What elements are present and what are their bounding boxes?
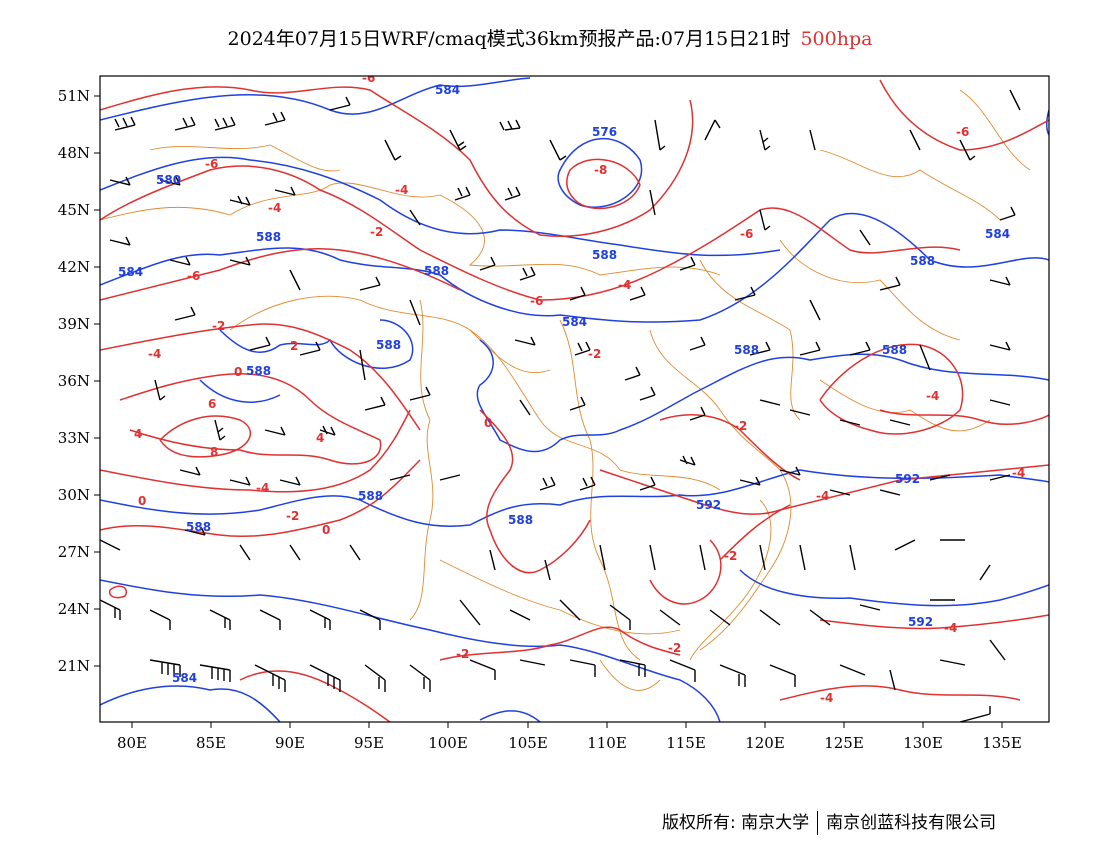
- lon-tick-label: 125E: [824, 734, 864, 752]
- temperature-contours: [100, 79, 1049, 722]
- boundary-lines: [100, 89, 1031, 691]
- height-contour-labels: 584 576 580 588 588 584 588 588 584 588 …: [118, 83, 1010, 685]
- axis-ticks: [94, 95, 1003, 728]
- temperature-label: -2: [724, 549, 737, 563]
- height-label: 588: [358, 489, 383, 503]
- temperature-label: -2: [370, 225, 383, 239]
- temperature-label: -4: [268, 201, 281, 215]
- longitude-axis: 80E 85E 90E 95E 100E 105E 110E 115E 120E…: [117, 734, 1022, 752]
- temperature-label: 0: [322, 523, 330, 537]
- temperature-label: 4: [316, 431, 324, 445]
- height-label: 588: [592, 248, 617, 262]
- lon-tick-label: 105E: [508, 734, 548, 752]
- temperature-label: -2: [212, 319, 225, 333]
- height-label: 588: [256, 230, 281, 244]
- lat-tick-label: 33N: [58, 429, 90, 447]
- map-frame: [99, 75, 1050, 723]
- temperature-label: -8: [594, 163, 607, 177]
- temperature-label: -4: [944, 621, 957, 635]
- lon-tick-label: 90E: [275, 734, 305, 752]
- temperature-label: -6: [740, 227, 753, 241]
- height-label: 592: [908, 615, 933, 629]
- temperature-label: -2: [588, 347, 601, 361]
- temperature-label: 6: [208, 397, 216, 411]
- lon-tick-label: 100E: [428, 734, 468, 752]
- latitude-axis: 51N 48N 45N 42N 39N 36N 33N 30N 27N 24N …: [58, 87, 90, 675]
- height-label: 588: [246, 364, 271, 378]
- height-label: 584: [118, 265, 143, 279]
- lat-tick-label: 30N: [58, 486, 90, 504]
- height-label: 584: [985, 227, 1010, 241]
- lat-tick-label: 39N: [58, 315, 90, 333]
- height-label: 580: [156, 173, 181, 187]
- chart-title: 2024年07月15日WRF/cmaq模式36km预报产品:07月15日21时 5…: [0, 24, 1100, 51]
- lat-tick-label: 48N: [58, 144, 90, 162]
- temperature-contour-labels: -6 -6 -4 -2 -6 -8 -6 -4 -6 -2 -4 -2 2 0 …: [134, 71, 1025, 705]
- lon-tick-label: 120E: [745, 734, 785, 752]
- lat-tick-label: 24N: [58, 600, 90, 618]
- temperature-label: -6: [187, 269, 200, 283]
- footer-separator: [817, 811, 819, 835]
- temperature-label: -4: [395, 183, 408, 197]
- lat-tick-label: 21N: [58, 657, 90, 675]
- temperature-label: -4: [926, 389, 939, 403]
- temperature-label: -6: [362, 71, 375, 85]
- height-label: 588: [376, 338, 401, 352]
- height-label: 588: [186, 520, 211, 534]
- temperature-label: 0: [138, 494, 146, 508]
- temperature-label: -4: [256, 481, 269, 495]
- height-label: 588: [882, 343, 907, 357]
- temperature-label: -4: [820, 691, 833, 705]
- temperature-label: -6: [205, 157, 218, 171]
- lon-tick-label: 95E: [354, 734, 384, 752]
- lat-tick-label: 36N: [58, 372, 90, 390]
- footer: 版权所有: 南京大学 南京创蓝科技有限公司: [662, 808, 996, 835]
- height-label: 588: [734, 343, 759, 357]
- temperature-label: 2: [290, 339, 298, 353]
- temperature-label: -2: [734, 419, 747, 433]
- temperature-label: -2: [456, 647, 469, 661]
- temperature-label: 0: [234, 365, 242, 379]
- lon-tick-label: 135E: [982, 734, 1022, 752]
- height-label: 588: [424, 264, 449, 278]
- lat-tick-label: 27N: [58, 543, 90, 561]
- temperature-label: -4: [816, 489, 829, 503]
- lat-tick-label: 45N: [58, 201, 90, 219]
- lat-tick-label: 51N: [58, 87, 90, 105]
- temperature-label: 0: [484, 416, 492, 430]
- title-level: 500hpa: [800, 28, 873, 50]
- footer-company: 南京创蓝科技有限公司: [826, 813, 997, 833]
- temperature-label: -6: [956, 125, 969, 139]
- footer-copyright: 版权所有: 南京大学: [662, 813, 810, 833]
- height-label: 576: [592, 125, 617, 139]
- temperature-label: 4: [134, 427, 142, 441]
- temperature-label: -2: [286, 509, 299, 523]
- lon-tick-label: 115E: [666, 734, 706, 752]
- lon-tick-label: 110E: [587, 734, 627, 752]
- wind-barbs: [100, 89, 1021, 722]
- lon-tick-label: 80E: [117, 734, 147, 752]
- height-label: 584: [562, 315, 587, 329]
- temperature-label: -4: [618, 278, 631, 292]
- height-label: 588: [910, 254, 935, 268]
- temperature-label: -6: [530, 294, 543, 308]
- height-label: 592: [895, 472, 920, 486]
- temperature-label: -2: [668, 641, 681, 655]
- height-label: 584: [435, 83, 460, 97]
- height-label: 592: [696, 498, 721, 512]
- temperature-label: -4: [1012, 466, 1025, 480]
- temperature-label: 8: [210, 445, 218, 459]
- lat-tick-label: 42N: [58, 258, 90, 276]
- temperature-label: -4: [148, 347, 161, 361]
- lon-tick-label: 85E: [196, 734, 226, 752]
- height-contours: [100, 77, 1049, 722]
- height-label: 584: [172, 671, 197, 685]
- height-label: 588: [508, 513, 533, 527]
- title-main: 2024年07月15日WRF/cmaq模式36km预报产品:07月15日21时: [227, 28, 791, 50]
- lon-tick-label: 130E: [903, 734, 943, 752]
